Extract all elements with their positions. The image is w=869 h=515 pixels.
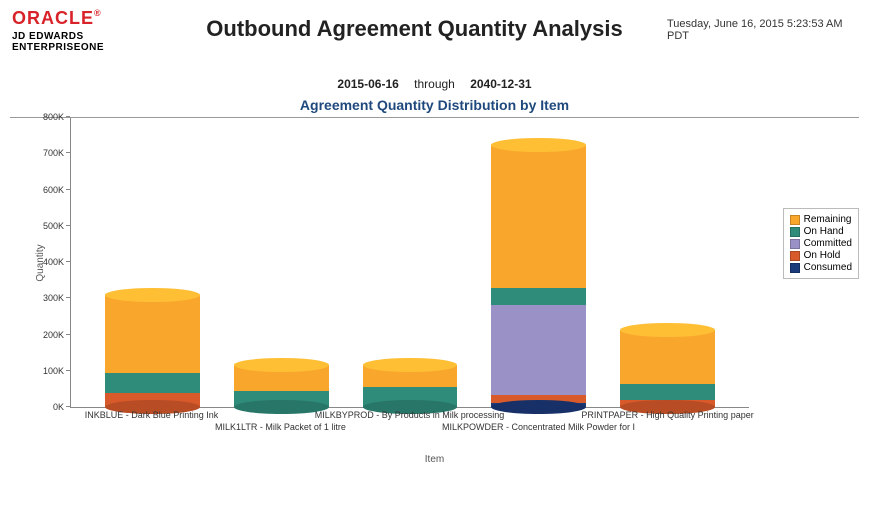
timestamp: Tuesday, June 16, 2015 5:23:53 AM PDT bbox=[667, 8, 857, 42]
plot-area bbox=[70, 118, 749, 407]
legend-label: On Hold bbox=[804, 250, 841, 261]
legend-label: On Hand bbox=[804, 226, 844, 237]
chart-title: Agreement Quantity Distribution by Item bbox=[0, 97, 869, 113]
x-label: MILKBYPROD - By Products in Milk process… bbox=[315, 410, 505, 420]
legend-item: Remaining bbox=[790, 214, 852, 225]
y-tick: 800K bbox=[30, 112, 64, 122]
legend-swatch bbox=[790, 251, 800, 261]
legend-item: On Hand bbox=[790, 226, 852, 237]
logo-line2: ENTERPRISEONE bbox=[12, 42, 162, 53]
logo-reg: ® bbox=[94, 8, 102, 18]
legend-swatch bbox=[790, 215, 800, 225]
bar-0 bbox=[105, 295, 200, 407]
oracle-logo: ORACLE® bbox=[12, 8, 162, 29]
date-from: 2015-06-16 bbox=[337, 77, 398, 91]
segment-committed bbox=[491, 305, 586, 396]
x-labels: INKBLUE - Dark Blue Printing Ink MILK1LTR… bbox=[70, 408, 749, 452]
bar-4 bbox=[620, 330, 715, 407]
legend-item: Committed bbox=[790, 238, 852, 249]
segment-remaining bbox=[105, 295, 200, 373]
legend-swatch bbox=[790, 263, 800, 273]
logo-block: ORACLE® JD EDWARDS ENTERPRISEONE bbox=[12, 8, 162, 53]
x-axis-label: Item bbox=[10, 454, 859, 465]
y-tick: 200K bbox=[30, 330, 64, 340]
segment-on-hand bbox=[105, 373, 200, 393]
date-through-label: through bbox=[414, 77, 455, 91]
legend: RemainingOn HandCommittedOn HoldConsumed bbox=[783, 208, 859, 279]
legend-label: Committed bbox=[804, 238, 852, 249]
logo-text: ORACLE bbox=[12, 8, 94, 28]
title-block: Outbound Agreement Quantity Analysis bbox=[162, 8, 667, 42]
legend-swatch bbox=[790, 239, 800, 249]
segment-on-hand bbox=[491, 288, 586, 304]
legend-label: Remaining bbox=[804, 214, 852, 225]
segment-remaining bbox=[620, 330, 715, 384]
x-label: MILKPOWDER - Concentrated Milk Powder fo… bbox=[442, 422, 635, 432]
legend-item: On Hold bbox=[790, 250, 852, 261]
y-tick: 300K bbox=[30, 293, 64, 303]
date-to: 2040-12-31 bbox=[470, 77, 531, 91]
header: ORACLE® JD EDWARDS ENTERPRISEONE Outboun… bbox=[0, 0, 869, 57]
legend-label: Consumed bbox=[804, 262, 852, 273]
x-label: MILK1LTR - Milk Packet of 1 litre bbox=[215, 422, 346, 432]
date-range: 2015-06-16 through 2040-12-31 bbox=[0, 77, 869, 91]
legend-swatch bbox=[790, 227, 800, 237]
bar-1 bbox=[234, 365, 329, 407]
bar-2 bbox=[363, 365, 458, 407]
y-tick: 500K bbox=[30, 221, 64, 231]
y-tick: 100K bbox=[30, 366, 64, 376]
segment-remaining bbox=[491, 145, 586, 288]
x-label: INKBLUE - Dark Blue Printing Ink bbox=[85, 410, 219, 420]
legend-item: Consumed bbox=[790, 262, 852, 273]
chart-area: Quantity 0K100K200K300K400K500K600K700K8… bbox=[70, 118, 749, 408]
segment-on-hand bbox=[620, 384, 715, 400]
y-tick: 400K bbox=[30, 257, 64, 267]
y-tick: 700K bbox=[30, 148, 64, 158]
logo-line1: JD EDWARDS bbox=[12, 31, 162, 42]
y-tick: 600K bbox=[30, 185, 64, 195]
y-tick: 0K bbox=[30, 402, 64, 412]
bar-3 bbox=[491, 145, 586, 407]
page-title: Outbound Agreement Quantity Analysis bbox=[162, 16, 667, 42]
chart: Quantity 0K100K200K300K400K500K600K700K8… bbox=[10, 117, 859, 465]
x-label: PRINTPAPER - High Quality Printing paper bbox=[581, 410, 753, 420]
